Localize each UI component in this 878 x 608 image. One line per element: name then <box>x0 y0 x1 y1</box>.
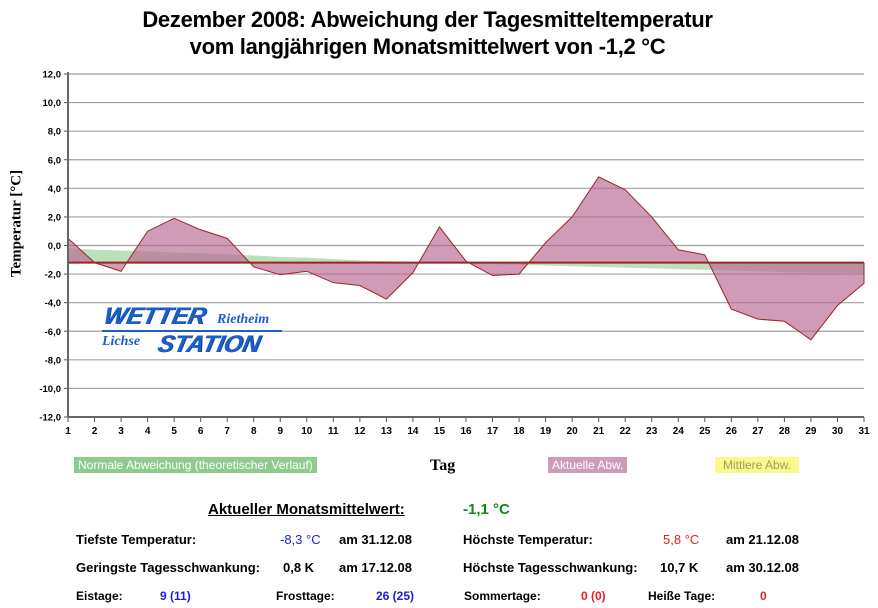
max-temp-value: 5,8 °C <box>663 532 700 547</box>
hot-days-value: 0 <box>760 589 767 603</box>
x-tick-label: 7 <box>224 426 230 437</box>
x-tick-label: 18 <box>514 426 526 437</box>
x-tick-label: 12 <box>354 426 366 437</box>
x-tick-label: 11 <box>328 426 339 437</box>
y-tick-label: -2,0 <box>45 270 61 281</box>
legend-mean-deviation: Mittlere Abw. <box>715 457 800 473</box>
x-tick-label: 22 <box>620 426 632 437</box>
monthly-mean-label: Aktueller Monatsmittelwert: <box>208 501 405 518</box>
y-tick-label: -10,0 <box>39 384 61 395</box>
x-tick-label: 27 <box>752 426 764 437</box>
x-axis-label: Tag <box>430 457 456 474</box>
x-tick-label: 5 <box>171 426 177 437</box>
monthly-mean-value: -1,1 °C <box>463 501 510 518</box>
x-tick-labels: 1 2 3 4 5 6 7 8 9 10 11 12 13 14 15 16 17 18 19 20 21 22 23 24 2… <box>65 426 870 437</box>
x-tick-label: 26 <box>726 426 738 437</box>
x-tick-label: 29 <box>805 426 817 437</box>
x-tick-label: 13 <box>381 426 393 437</box>
x-tick-label: 4 <box>145 426 151 437</box>
max-range-label: Höchste Tagesschwankung: <box>463 560 638 575</box>
ice-days-value: 9 (11) <box>160 589 191 603</box>
logo-station: STATION <box>155 331 263 358</box>
y-tick-label: 8,0 <box>48 127 61 138</box>
min-temp-date: am 31.12.08 <box>339 532 413 547</box>
x-tick-label: 21 <box>593 426 605 437</box>
y-tick-labels: 12,0 10,0 8,0 6,0 4,0 2,0 0,0 -2,0 -4,0 -6,0 -8,0 -… <box>39 70 61 424</box>
logo-lichse: Lichse <box>102 334 141 349</box>
max-range-date: am 30.12.08 <box>726 560 800 575</box>
x-tick-label: 3 <box>118 426 124 437</box>
frost-days-value: 26 (25) <box>376 589 415 603</box>
max-temp-date: am 21.12.08 <box>726 532 800 547</box>
x-tick-label: 24 <box>673 426 685 437</box>
x-tick-label: 28 <box>779 426 791 437</box>
min-temp-value: -8,3 °C <box>280 532 321 547</box>
x-tick-label: 20 <box>567 426 579 437</box>
logo-wetter: WETTER <box>101 303 209 330</box>
legend-actual-deviation: Aktuelle Abw. <box>548 457 628 473</box>
y-tick-label: -6,0 <box>45 327 61 338</box>
x-tick-label: 10 <box>301 426 313 437</box>
x-tick-label: 30 <box>832 426 844 437</box>
summer-days-value: 0 (0) <box>581 589 606 603</box>
normal-deviation-area-shape <box>68 248 864 274</box>
y-tick-label: 10,0 <box>43 98 62 109</box>
x-tick-label: 15 <box>434 426 446 437</box>
ice-days-label: Eistage: <box>76 589 123 603</box>
chart-title-line1: Dezember 2008: Abweichung der Tagesmitte… <box>142 7 713 32</box>
logo-divider <box>102 330 282 332</box>
y-tick-label: 2,0 <box>48 212 61 223</box>
y-tick-label: -8,0 <box>45 355 61 366</box>
y-tick-label: -4,0 <box>45 298 61 309</box>
x-tick-label: 23 <box>646 426 658 437</box>
max-range-value: 10,7 K <box>660 560 699 575</box>
x-tick-label: 25 <box>699 426 711 437</box>
x-tick-label: 17 <box>487 426 499 437</box>
x-tick-label: 14 <box>407 426 419 437</box>
x-tick-label: 9 <box>277 426 283 437</box>
max-temp-label: Höchste Temperatur: <box>463 532 593 547</box>
x-tick-label: 8 <box>251 426 257 437</box>
x-tick-label: 19 <box>540 426 552 437</box>
x-tick-label: 2 <box>92 426 98 437</box>
y-tick-label: 6,0 <box>48 155 61 166</box>
min-range-value: 0,8 K <box>283 560 315 575</box>
hot-days-label: Heiße Tage: <box>648 589 716 603</box>
y-tick-label: 12,0 <box>43 70 62 81</box>
frost-days-label: Frosttage: <box>276 589 335 603</box>
axes <box>64 72 865 422</box>
y-tick-label: 4,0 <box>48 184 61 195</box>
station-logo: WETTER Rietheim Lichse STATION <box>100 303 285 361</box>
legend-normal-deviation: Normale Abweichung (theoretischer Verlau… <box>74 457 317 473</box>
actual-deviation-area-shape <box>68 176 864 340</box>
chart-title: Dezember 2008: Abweichung der Tagesmitte… <box>0 6 855 60</box>
min-temp-label: Tiefste Temperatur: <box>76 532 197 547</box>
chart-plot: 12,0 10,0 8,0 6,0 4,0 2,0 0,0 -2,0 -4,0 -6,0 -8,0 -… <box>39 70 870 438</box>
y-tick-label: 0,0 <box>48 241 61 252</box>
chart-title-line2: vom langjährigen Monatsmittelwert von -1… <box>189 34 666 59</box>
y-tick-label: -12,0 <box>39 413 61 424</box>
summer-days-label: Sommertage: <box>464 589 541 603</box>
x-tick-label: 16 <box>460 426 472 437</box>
min-range-label: Geringste Tagesschwankung: <box>76 560 260 575</box>
min-range-date: am 17.12.08 <box>339 560 413 575</box>
x-tick-label: 31 <box>858 426 870 437</box>
logo-rietheim: Rietheim <box>217 312 270 327</box>
normal-deviation-area <box>68 248 864 274</box>
x-tick-label: 6 <box>198 426 204 437</box>
x-tick-label: 1 <box>65 426 71 437</box>
